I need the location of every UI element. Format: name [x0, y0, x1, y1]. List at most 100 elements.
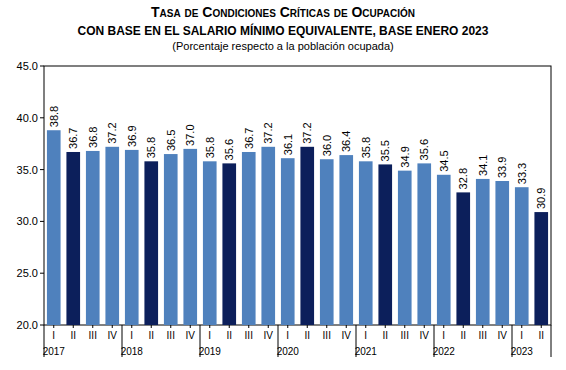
plot-frame	[44, 66, 551, 325]
bar	[300, 147, 314, 325]
x-tick-label: IV	[108, 330, 118, 341]
x-tick	[365, 325, 366, 328]
x-tick	[190, 325, 191, 328]
y-tick	[40, 66, 44, 67]
data-label: 30.9	[535, 188, 547, 209]
bar	[339, 155, 353, 325]
y-tick	[40, 169, 44, 170]
x-tick-label: II	[538, 330, 544, 341]
bar	[144, 161, 158, 325]
bar	[125, 150, 139, 325]
x-tick-label: II	[382, 330, 388, 341]
x-tick	[268, 325, 269, 328]
x-tick	[502, 325, 503, 328]
data-label: 34.5	[438, 150, 450, 171]
data-label: 36.7	[243, 128, 255, 149]
bar	[378, 164, 392, 325]
bar	[222, 163, 236, 325]
y-tick-label: 20.0	[17, 319, 38, 331]
bar	[164, 154, 178, 325]
y-tick	[40, 221, 44, 222]
group-separator	[551, 325, 552, 357]
bar	[359, 161, 373, 325]
x-tick	[307, 325, 308, 328]
x-tick-label: IV	[498, 330, 508, 341]
bar	[320, 159, 334, 325]
x-tick	[326, 325, 327, 328]
subtitle: CON BASE EN EL SALARIO MÍNIMO EQUIVALENT…	[78, 23, 489, 38]
year-label: 2021	[355, 346, 378, 357]
x-tick-label: III	[245, 330, 253, 341]
x-tick	[112, 325, 113, 328]
x-tick	[424, 325, 425, 328]
chart-svg: Tasa de Condiciones Críticas de Ocupació…	[0, 0, 566, 370]
x-tick-label: I	[286, 330, 289, 341]
x-tick-label: III	[401, 330, 409, 341]
data-label: 36.4	[340, 131, 352, 152]
bars	[47, 130, 548, 325]
data-label: 33.9	[496, 157, 508, 178]
x-tick-label: I	[208, 330, 211, 341]
x-tick	[404, 325, 405, 328]
bar	[281, 158, 295, 325]
x-tick-label: II	[70, 330, 76, 341]
x-tick	[346, 325, 347, 328]
bar	[437, 175, 451, 325]
x-tick	[53, 325, 54, 328]
x-tick-label: I	[130, 330, 133, 341]
year-label: 2023	[511, 346, 534, 357]
y-tick	[40, 117, 44, 118]
x-tick-label: II	[304, 330, 310, 341]
bar	[515, 187, 529, 325]
year-label: 2018	[121, 346, 144, 357]
x-tick	[229, 325, 230, 328]
x-tick	[482, 325, 483, 328]
data-label: 37.0	[184, 124, 196, 145]
data-label: 35.8	[204, 137, 216, 158]
x-tick-label: III	[323, 330, 331, 341]
x-tick-label: I	[364, 330, 367, 341]
bar	[242, 152, 256, 325]
y-tick	[40, 273, 44, 274]
x-tick-label: IV	[342, 330, 352, 341]
bar	[417, 163, 431, 325]
data-label: 36.7	[67, 128, 79, 149]
bar	[105, 147, 119, 325]
year-label: 2019	[199, 346, 222, 357]
x-tick	[541, 325, 542, 328]
y-tick-label: 40.0	[17, 112, 38, 124]
bar	[476, 179, 490, 325]
x-tick-label: II	[148, 330, 154, 341]
x-tick	[385, 325, 386, 328]
x-tick-label: IV	[264, 330, 274, 341]
data-label: 34.1	[477, 155, 489, 176]
bar	[261, 147, 275, 325]
data-label: 35.6	[223, 139, 235, 160]
bar	[183, 149, 197, 325]
chart-container: Tasa de Condiciones Críticas de Ocupació…	[0, 0, 566, 370]
bar	[47, 130, 61, 325]
x-tick-label: III	[89, 330, 97, 341]
y-tick-label: 25.0	[17, 267, 38, 279]
data-label: 36.8	[87, 127, 99, 148]
data-label: 36.0	[321, 135, 333, 156]
title: Tasa de Condiciones Críticas de Ocupació…	[151, 4, 415, 20]
year-label: 2020	[277, 346, 300, 357]
data-label: 35.6	[418, 139, 430, 160]
x-tick-label: I	[520, 330, 523, 341]
x-tick	[287, 325, 288, 328]
data-label: 35.5	[379, 140, 391, 161]
x-tick-label: II	[460, 330, 466, 341]
y-tick-label: 35.0	[17, 164, 38, 176]
bar	[495, 181, 509, 325]
x-tick-label: III	[479, 330, 487, 341]
x-tick-label: IV	[420, 330, 430, 341]
data-label: 35.8	[145, 137, 157, 158]
data-label: 38.8	[48, 106, 60, 127]
bar	[86, 151, 100, 325]
data-label: 32.8	[457, 168, 469, 189]
x-tick-label: IV	[186, 330, 196, 341]
bar	[534, 212, 548, 325]
y-tick-label: 30.0	[17, 215, 38, 227]
data-label: 36.9	[126, 125, 138, 146]
